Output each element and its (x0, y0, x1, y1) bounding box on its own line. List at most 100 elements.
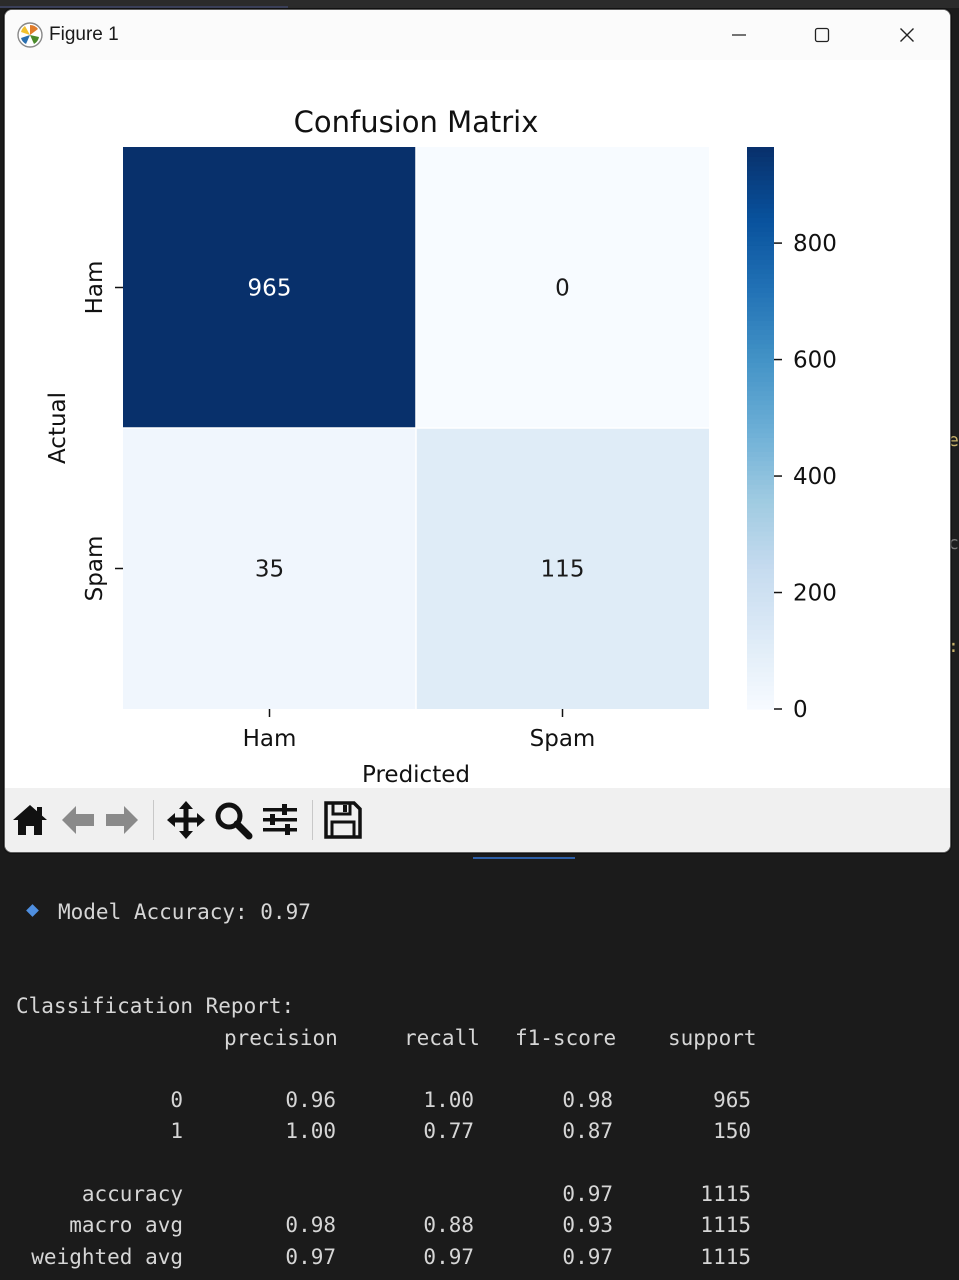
colorbar-segment (747, 343, 774, 349)
maximize-icon (814, 27, 830, 43)
report-cell-precision: 0.97 (285, 1245, 336, 1269)
colorbar-segment (747, 189, 774, 195)
colorbar-segment (747, 582, 774, 588)
colorbar-segment (747, 474, 774, 481)
x-axis-label: Predicted (362, 762, 470, 788)
colorbar-segment (747, 212, 774, 218)
forward-button[interactable] (100, 798, 144, 842)
configure-subplots-icon (263, 804, 297, 835)
colorbar-segment (747, 315, 774, 321)
minimize-button[interactable] (714, 16, 764, 54)
panel-tab-indicator (473, 857, 575, 859)
colorbar-segment (747, 704, 774, 710)
save-button[interactable] (321, 798, 365, 842)
report-cell-label: 1 (170, 1119, 183, 1143)
colorbar-segment (747, 324, 774, 331)
colorbar-segment (747, 620, 774, 626)
colorbar-segment (747, 629, 774, 635)
colorbar-segment (747, 657, 774, 663)
colorbar-segment (747, 470, 774, 476)
colorbar-segment (747, 301, 774, 307)
colorbar-segment (747, 371, 774, 378)
editor-edge-glyph: c (948, 533, 959, 554)
report-cell-f1: 0.93 (562, 1213, 613, 1237)
colorbar-segment (747, 221, 774, 228)
maximize-button[interactable] (797, 16, 847, 54)
colorbar-segment (747, 456, 774, 462)
colorbar-segment (747, 432, 774, 438)
colorbar-segment (747, 329, 774, 335)
colorbar-segment (747, 334, 774, 340)
editor-edge-glyph: e (948, 430, 959, 451)
report-cell-precision: 0.96 (285, 1088, 336, 1112)
colorbar-segment (747, 554, 774, 560)
colorbar-segment (747, 587, 774, 593)
colorbar-segment (747, 690, 774, 696)
colorbar-segment (747, 488, 774, 495)
colorbar-segment (747, 235, 774, 242)
back-button[interactable] (56, 798, 100, 842)
report-header-f1: f1-score (515, 1026, 617, 1050)
colorbar-segment (747, 264, 774, 270)
window-title: Figure 1 (49, 24, 119, 45)
report-cell-f1: 0.97 (562, 1245, 613, 1269)
colorbar-segment (747, 226, 774, 232)
colorbar-segment (747, 685, 774, 691)
colorbar-segment (747, 175, 774, 181)
colorbar-segment (747, 451, 774, 457)
colorbar-segment (747, 573, 774, 579)
colorbar-segment (747, 465, 774, 471)
colorbar-segment (747, 634, 774, 640)
colorbar-segment (747, 147, 774, 153)
colorbar-segment (747, 671, 774, 677)
colorbar-segment (747, 310, 774, 317)
colorbar-segment (747, 484, 774, 490)
configure-subplots-button[interactable] (258, 798, 302, 842)
zoom-button[interactable] (211, 798, 255, 842)
colorbar-segment (747, 193, 774, 200)
home-button[interactable] (8, 798, 52, 842)
colorbar-segment (747, 418, 774, 424)
colorbar-segment (747, 353, 774, 359)
colorbar-segment (747, 165, 774, 172)
colorbar-segment (747, 282, 774, 289)
plot-canvas[interactable]: Confusion Matrix 965 0 35 115 Ham Spam Ham Spam P… (5, 60, 950, 788)
pan-button[interactable] (164, 798, 208, 842)
colorbar-segment (747, 306, 774, 312)
colorbar-segment (747, 446, 774, 453)
y-tick-label: Spam (82, 536, 108, 602)
report-cell-f1: 0.97 (562, 1182, 613, 1206)
background-editor-edge (950, 60, 959, 860)
colorbar-segment (747, 273, 774, 279)
colorbar-segment (747, 559, 774, 565)
colorbar-segment (747, 610, 774, 616)
colorbar-segment (747, 648, 774, 654)
colorbar-segment (747, 184, 774, 190)
colorbar-segment (747, 296, 774, 303)
report-cell-recall: 0.97 (423, 1245, 474, 1269)
toolbar-separator (312, 800, 313, 840)
colorbar-segment (747, 460, 774, 467)
colorbar-segment (747, 643, 774, 649)
colorbar-segment (747, 259, 774, 265)
colorbar-segment (747, 207, 774, 214)
colorbar-segment (747, 151, 774, 157)
report-title: Classification Report: (16, 994, 295, 1018)
title-bar[interactable]: Figure 1 (5, 10, 950, 60)
background-top-strip (0, 0, 959, 8)
report-cell-support: 1115 (700, 1213, 751, 1237)
report-cell-support: 965 (713, 1088, 751, 1112)
diamond-bullet-icon (26, 904, 39, 917)
colorbar-segment (747, 203, 774, 209)
colorbar-segment (747, 404, 774, 410)
colorbar-segment (747, 428, 774, 434)
close-button[interactable] (882, 16, 932, 54)
report-cell-precision: 0.98 (285, 1213, 336, 1237)
report-cell-recall: 0.77 (423, 1119, 474, 1143)
colorbar-segment (747, 198, 774, 204)
heatmap-cell (123, 428, 416, 709)
colorbar-segment (747, 563, 774, 570)
colorbar-segment (747, 390, 774, 396)
pan-icon (167, 801, 205, 839)
report-cell-support: 1115 (700, 1182, 751, 1206)
